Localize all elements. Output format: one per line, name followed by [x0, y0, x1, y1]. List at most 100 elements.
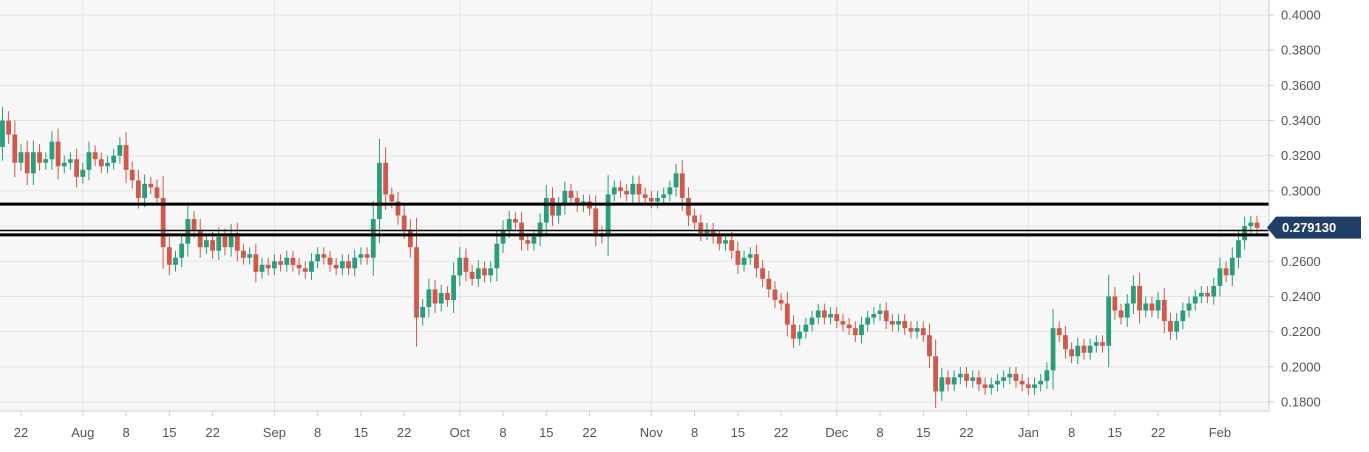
- candle-body-down: [278, 261, 283, 265]
- candle-body-down: [166, 247, 172, 265]
- x-tick-label: 8: [314, 425, 321, 440]
- candle-body-down: [574, 197, 580, 205]
- candle-body-down: [840, 321, 846, 325]
- x-tick-label: Dec: [825, 425, 849, 440]
- candle-body-down: [210, 240, 215, 251]
- x-tick-label: 8: [876, 425, 883, 440]
- candle-body-down: [148, 183, 154, 188]
- candle-body-up: [1198, 292, 1204, 297]
- y-tick-label: 0.3200: [1281, 148, 1321, 163]
- candle-body-down: [383, 162, 389, 195]
- candle-body-down: [1056, 328, 1062, 336]
- candle-body-up: [556, 204, 562, 216]
- candle-body-up: [185, 219, 191, 244]
- candle-body-down: [1137, 285, 1142, 311]
- candle-body-down: [234, 233, 240, 251]
- candle-body-up: [1131, 285, 1136, 304]
- candle-body-down: [296, 264, 302, 269]
- candle-body-up: [661, 194, 667, 198]
- candle-body-up: [61, 162, 67, 167]
- candle-body-down: [964, 373, 969, 381]
- candle-body-up: [995, 380, 1000, 385]
- candle-body-up: [797, 331, 803, 339]
- candle-body-up: [271, 261, 277, 269]
- candle-body-down: [735, 250, 741, 265]
- candle-body-down: [364, 254, 370, 258]
- candle-body-down: [908, 328, 914, 332]
- candle-body-down: [1149, 303, 1155, 311]
- candle-body-up: [259, 264, 265, 272]
- candle-body-up: [1087, 345, 1093, 353]
- candle-body-down: [55, 141, 61, 167]
- candle-body-up: [605, 194, 611, 237]
- candle-body-up: [667, 187, 673, 195]
- candle-body-down: [24, 152, 30, 174]
- candle-body-down: [791, 324, 796, 339]
- candle-body-up: [18, 152, 24, 163]
- x-axis-ticks: 22 Aug 8 15 22 Sep 8 15 22 Oct 8 15 22 Nov 8 15 22 Dec 8 15…: [14, 411, 1231, 440]
- candle-body-up: [1050, 328, 1056, 371]
- y-tick-label: 0.2400: [1281, 289, 1321, 304]
- candle-body-down: [760, 268, 765, 279]
- candle-body-up: [611, 187, 617, 195]
- candle-body-up: [1075, 345, 1081, 357]
- candle-body-up: [284, 257, 290, 265]
- candle-body-down: [136, 180, 141, 198]
- x-tick-label: 15: [539, 425, 553, 440]
- candle-body-up: [704, 229, 710, 234]
- y-tick-label: 0.3800: [1281, 43, 1321, 58]
- candle-body-up: [457, 257, 463, 276]
- candle-body-down: [1100, 342, 1105, 346]
- candle-body-down: [679, 173, 685, 198]
- x-tick-label: 22: [14, 425, 28, 440]
- candle-body-down: [1013, 373, 1019, 381]
- candle-body-down: [692, 215, 698, 223]
- x-tick-label: 15: [1108, 425, 1122, 440]
- candle-body-up: [488, 268, 494, 276]
- candle-body-down: [846, 324, 852, 329]
- candle-body-down: [982, 384, 988, 388]
- candle-body-down: [1069, 349, 1074, 357]
- candle-body-down: [784, 303, 790, 325]
- candle-body-up: [506, 219, 512, 230]
- x-tick-label: 22: [959, 425, 973, 440]
- x-tick-label: 22: [774, 425, 788, 440]
- candle-body-down: [290, 257, 296, 265]
- y-tick-label: 0.1800: [1281, 395, 1321, 410]
- x-tick-label: 8: [122, 425, 129, 440]
- candle-body-down: [395, 201, 401, 216]
- candle-body-up: [80, 169, 86, 177]
- candle-body-up: [537, 222, 543, 237]
- x-tick-label: 15: [162, 425, 176, 440]
- x-tick-label: Jan: [1018, 425, 1039, 440]
- candle-body-down: [698, 222, 704, 234]
- candle-body-up: [1236, 240, 1241, 258]
- candle-body-down: [883, 310, 889, 322]
- candle-body-down: [636, 183, 642, 195]
- candle-body-down: [976, 377, 982, 385]
- y-tick-label: 0.2000: [1281, 359, 1321, 374]
- candle-body-down: [12, 134, 18, 163]
- candle-body-down: [519, 222, 524, 241]
- candle-body-down: [123, 145, 129, 170]
- candle-body-down: [945, 377, 951, 385]
- candle-body-up: [309, 261, 314, 272]
- y-tick-label: 0.3400: [1281, 113, 1321, 128]
- candle-body-down: [778, 299, 784, 304]
- candle-body-down: [6, 120, 12, 135]
- x-tick-label: 8: [499, 425, 506, 440]
- current-price-badge: 0.279130: [1267, 216, 1361, 239]
- candle-body-up: [951, 377, 957, 385]
- candle-body-down: [766, 278, 772, 290]
- candle-body-up: [475, 268, 481, 279]
- candle-body-up: [1192, 296, 1198, 304]
- candle-body-down: [772, 289, 778, 300]
- candle-body-up: [352, 257, 358, 269]
- candle-body-up: [815, 310, 821, 318]
- candle-body-up: [1180, 310, 1186, 322]
- candle-body-up: [896, 321, 901, 325]
- candle-body-up: [531, 236, 537, 244]
- x-tick-label: Aug: [71, 425, 94, 440]
- candle-body-up: [803, 324, 809, 332]
- x-tick-label: Feb: [1209, 425, 1231, 440]
